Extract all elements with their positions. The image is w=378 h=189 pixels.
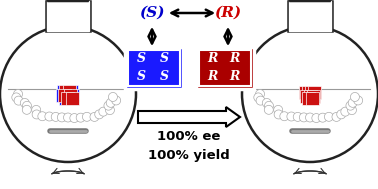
Circle shape — [287, 112, 296, 121]
Text: R: R — [230, 52, 240, 65]
Bar — [302, 92, 315, 105]
FancyBboxPatch shape — [125, 47, 183, 89]
Bar — [65, 85, 78, 98]
Circle shape — [318, 113, 327, 122]
Circle shape — [20, 98, 29, 108]
Circle shape — [337, 110, 346, 119]
Circle shape — [280, 112, 289, 121]
Text: S: S — [137, 52, 146, 65]
Circle shape — [346, 101, 355, 110]
Text: S: S — [160, 52, 168, 65]
Bar — [66, 92, 79, 105]
Circle shape — [70, 114, 79, 122]
Circle shape — [324, 112, 333, 121]
Circle shape — [95, 110, 104, 119]
Circle shape — [242, 26, 378, 162]
Circle shape — [305, 113, 314, 122]
Circle shape — [299, 113, 308, 122]
Text: R: R — [207, 70, 217, 83]
Text: (S): (S) — [139, 6, 165, 20]
Text: 100% ee: 100% ee — [157, 130, 221, 143]
Bar — [64, 85, 76, 98]
Polygon shape — [288, 1, 332, 31]
Text: 100% yield: 100% yield — [148, 149, 230, 161]
Circle shape — [312, 114, 321, 122]
Circle shape — [347, 106, 356, 115]
Circle shape — [45, 112, 54, 121]
Polygon shape — [289, 1, 331, 31]
Circle shape — [22, 105, 31, 114]
Circle shape — [106, 98, 115, 107]
Polygon shape — [278, 0, 342, 1]
Bar — [61, 92, 74, 105]
Circle shape — [112, 96, 121, 105]
Bar — [56, 89, 69, 102]
Circle shape — [104, 101, 113, 110]
Circle shape — [265, 101, 274, 110]
Circle shape — [341, 107, 350, 116]
Bar — [307, 90, 320, 103]
Bar — [305, 86, 318, 99]
FancyArrow shape — [138, 107, 240, 127]
Circle shape — [38, 112, 47, 121]
Bar — [60, 85, 73, 98]
Bar — [66, 89, 79, 102]
Circle shape — [57, 113, 67, 122]
Bar — [59, 92, 72, 105]
Circle shape — [262, 98, 271, 108]
Circle shape — [274, 110, 283, 119]
Bar — [299, 86, 312, 99]
Circle shape — [108, 92, 118, 101]
Text: S: S — [137, 70, 146, 83]
Bar — [57, 89, 71, 102]
Circle shape — [274, 105, 283, 114]
Text: S: S — [160, 70, 168, 83]
Circle shape — [293, 112, 302, 121]
Bar — [305, 92, 319, 105]
Polygon shape — [36, 0, 100, 1]
FancyBboxPatch shape — [128, 50, 180, 86]
Polygon shape — [47, 1, 89, 31]
Circle shape — [99, 107, 108, 116]
FancyBboxPatch shape — [199, 50, 251, 86]
Bar — [64, 92, 77, 105]
Bar — [302, 86, 315, 99]
FancyBboxPatch shape — [196, 47, 254, 89]
Circle shape — [14, 90, 23, 98]
Bar — [308, 86, 321, 99]
Circle shape — [90, 112, 99, 121]
Circle shape — [105, 106, 115, 115]
Text: R: R — [230, 70, 240, 83]
Text: (R): (R) — [214, 6, 242, 20]
Circle shape — [32, 110, 41, 119]
Circle shape — [22, 101, 31, 110]
Bar — [64, 89, 77, 102]
Circle shape — [254, 93, 263, 102]
Circle shape — [12, 93, 21, 102]
Circle shape — [264, 105, 273, 114]
Circle shape — [332, 112, 341, 121]
Bar — [300, 90, 313, 103]
Circle shape — [14, 96, 23, 105]
Circle shape — [348, 98, 357, 107]
Polygon shape — [46, 1, 90, 31]
Circle shape — [32, 105, 41, 114]
Circle shape — [350, 92, 359, 101]
Circle shape — [51, 112, 60, 121]
Circle shape — [0, 26, 136, 162]
Bar — [304, 90, 316, 103]
Circle shape — [76, 113, 85, 122]
Bar — [59, 85, 72, 98]
Text: R: R — [207, 52, 217, 65]
Circle shape — [256, 90, 265, 98]
Bar — [57, 85, 70, 98]
Circle shape — [256, 96, 265, 105]
Bar — [62, 89, 75, 102]
Circle shape — [64, 113, 73, 122]
Circle shape — [354, 96, 363, 105]
Circle shape — [82, 112, 91, 121]
